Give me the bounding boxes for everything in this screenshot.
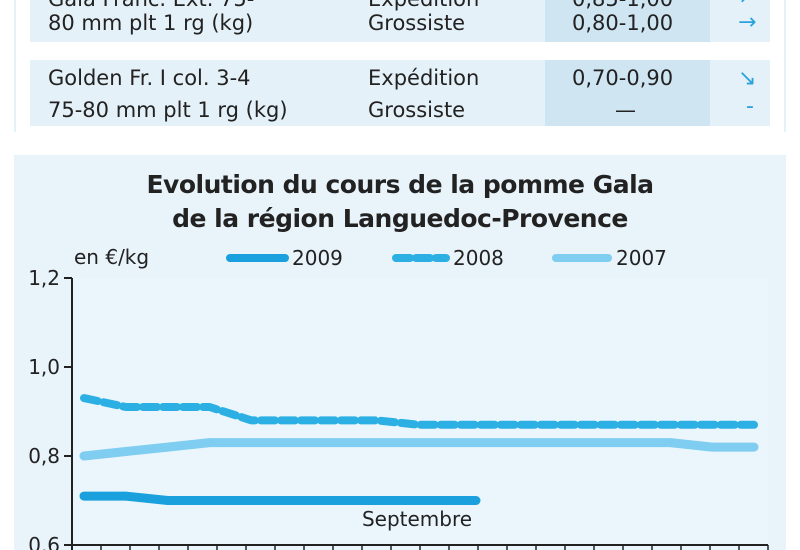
series-line-2008 <box>80 394 758 429</box>
legend-label-2007: 2007 <box>616 246 667 270</box>
price-range: — <box>615 98 636 122</box>
market-stage: Grossiste <box>368 11 466 35</box>
product-name: Golden Fr. I col. 3-4 <box>48 66 251 90</box>
price-range: 0,70-0,90 <box>572 66 674 90</box>
chart-legend: 2009 2008 2007 <box>226 246 667 270</box>
product-name: Gala Franc. Ext. 75- <box>48 0 254 14</box>
table-left-border <box>14 0 16 132</box>
trend-down-arrow-icon: ↘ <box>738 66 757 91</box>
market-stage: Grossiste <box>368 98 466 122</box>
y-tick-label: 1,0 <box>28 355 60 379</box>
product-spec: 75-80 mm plt 1 rg (kg) <box>48 98 288 122</box>
price-range: 0,85-1,00 <box>572 0 673 14</box>
chart-subtitle: de la région Languedoc-Provence <box>172 204 628 233</box>
trend-flat-arrow-icon: → <box>738 10 757 35</box>
series-line-2009 <box>79 491 481 505</box>
x-axis-label: Septembre <box>362 507 472 531</box>
price-column-bg <box>545 60 710 126</box>
y-tick-label: 0,6 <box>28 533 60 550</box>
legend-label-2009: 2009 <box>292 246 343 270</box>
y-axis-unit: en €/kg <box>74 245 149 269</box>
trend-none-icon: - <box>746 94 754 119</box>
price-range: 0,80-1,00 <box>572 11 674 35</box>
y-tick-label: 0,8 <box>28 444 60 468</box>
legend-label-2008: 2008 <box>453 246 504 270</box>
table-right-border <box>784 0 786 132</box>
product-spec: 80 mm plt 1 rg (kg) <box>48 11 254 35</box>
trend-up-arrow-icon: ↗ <box>738 0 756 9</box>
chart-title: Evolution du cours de la pomme Gala <box>146 170 654 199</box>
y-tick-label: 1,2 <box>28 266 60 290</box>
market-stage: Expédition <box>368 66 480 90</box>
series-line-2007 <box>79 438 759 461</box>
price-column-bg <box>545 0 710 42</box>
market-stage: Expédition <box>368 0 479 14</box>
